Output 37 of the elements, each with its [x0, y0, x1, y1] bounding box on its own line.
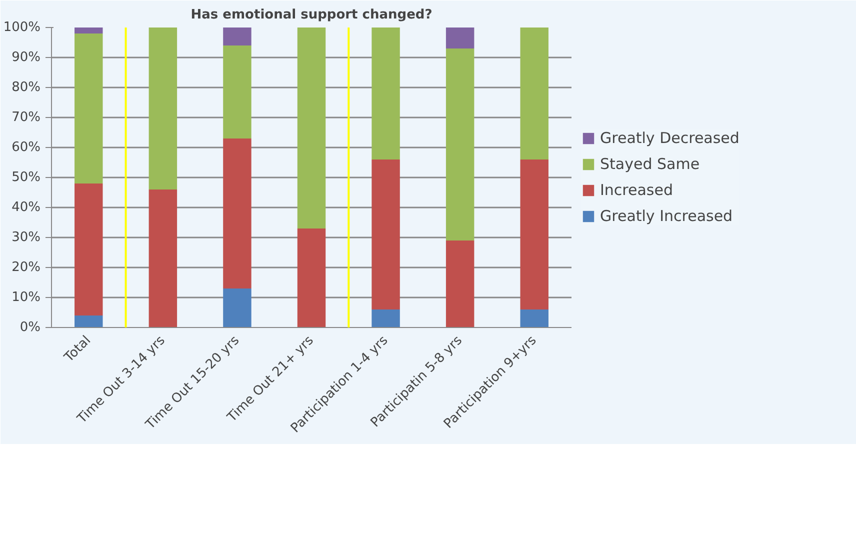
y-tick-label: 100% — [3, 20, 41, 35]
bar — [446, 240, 474, 328]
bar — [446, 48, 474, 240]
y-tick-label: 30% — [12, 230, 41, 245]
y-tick-label: 90% — [12, 50, 41, 65]
chart-title: Has emotional support changed? — [190, 8, 432, 22]
bar — [297, 28, 326, 228]
bar — [520, 28, 548, 160]
bar — [372, 160, 400, 310]
bar — [74, 28, 103, 34]
bar — [223, 28, 252, 46]
bar — [223, 288, 252, 328]
legend-label: Greatly Increased — [600, 207, 733, 225]
y-tick-label: 10% — [12, 290, 41, 305]
y-tick-label: 0% — [20, 320, 40, 335]
legend-label: Stayed Same — [600, 155, 700, 173]
bar — [74, 184, 103, 316]
legend-label: Greatly Decreased — [600, 129, 740, 147]
bar — [148, 190, 178, 328]
y-tick-label: 40% — [12, 200, 41, 215]
y-tick-label: 50% — [12, 170, 41, 185]
bar — [520, 160, 548, 310]
bar — [520, 310, 548, 328]
y-tick-label: 80% — [12, 80, 41, 95]
bar — [372, 310, 400, 328]
bar — [74, 34, 103, 184]
y-tick-label: 60% — [12, 140, 41, 155]
bar — [148, 28, 178, 190]
bar — [372, 28, 400, 160]
y-tick-label: 20% — [12, 260, 41, 275]
bar — [223, 138, 252, 288]
bar — [446, 28, 474, 48]
y-tick-label: 70% — [12, 110, 41, 125]
bar — [297, 228, 326, 328]
legend-label: Increased — [600, 181, 674, 199]
bar — [223, 46, 252, 138]
bar — [74, 316, 103, 328]
